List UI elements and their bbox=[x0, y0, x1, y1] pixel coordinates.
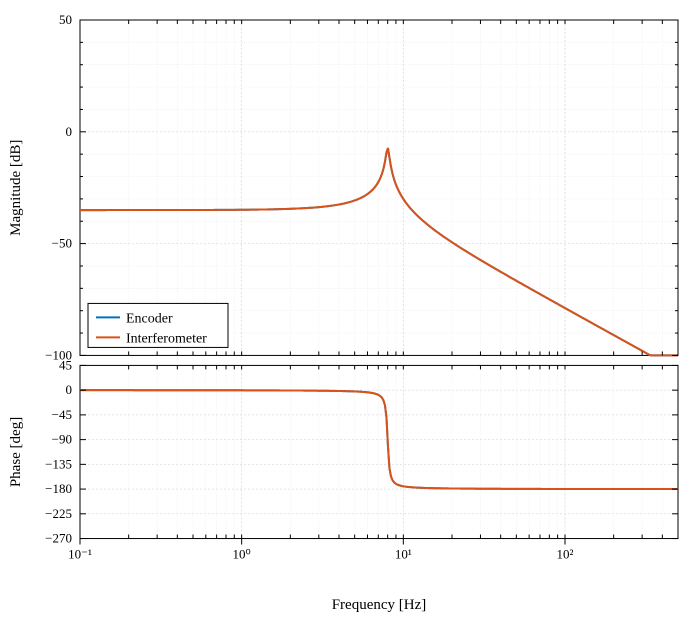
xtick-label: 10⁻¹ bbox=[68, 547, 92, 562]
phase-ytick-label: −135 bbox=[45, 456, 72, 471]
bode-plot-svg: 10⁻¹10⁰10¹10²Frequency [Hz]−100−50050Mag… bbox=[0, 0, 698, 621]
phase-yaxis-label: Phase [deg] bbox=[8, 417, 24, 487]
phase-ytick-label: −90 bbox=[52, 432, 72, 447]
legend-label-interferometer: Interferometer bbox=[126, 331, 207, 346]
mag-ytick-label: 0 bbox=[66, 124, 73, 139]
phase-ytick-label: −270 bbox=[45, 531, 72, 546]
mag-ytick-label: 50 bbox=[59, 12, 72, 27]
mag-ytick-label: −50 bbox=[52, 236, 72, 251]
xtick-label: 10² bbox=[557, 547, 574, 562]
xtick-label: 10⁰ bbox=[233, 547, 251, 562]
phase-ytick-label: −225 bbox=[45, 506, 72, 521]
phase-ytick-label: 45 bbox=[59, 357, 72, 372]
phase-ytick-label: −45 bbox=[52, 407, 72, 422]
bode-plot-container: 10⁻¹10⁰10¹10²Frequency [Hz]−100−50050Mag… bbox=[0, 0, 698, 621]
phase-ytick-label: −180 bbox=[45, 481, 72, 496]
mag-yaxis-label: Magnitude [dB] bbox=[8, 140, 24, 236]
xtick-label: 10¹ bbox=[395, 547, 412, 562]
phase-ytick-label: 0 bbox=[66, 382, 73, 397]
xaxis-label: Frequency [Hz] bbox=[332, 597, 427, 613]
legend-label-encoder: Encoder bbox=[126, 311, 173, 326]
